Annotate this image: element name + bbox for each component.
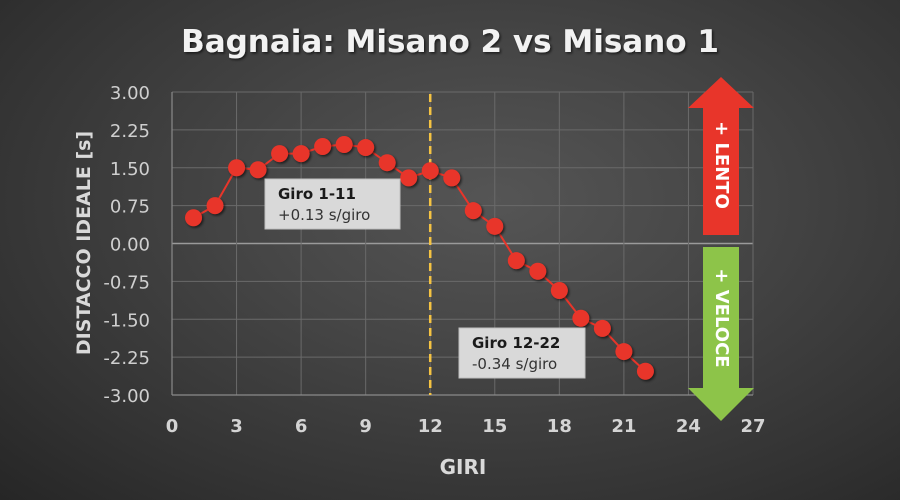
y-axis-ticks: 3.00 2.25 1.50 0.75 0.00 -0.75 -1.50 -2.25 -3.00 xyxy=(103,83,150,407)
data-point xyxy=(249,161,267,179)
data-point xyxy=(421,162,439,180)
arrow-down-label: + VELOCE xyxy=(711,268,732,367)
y-tick-label: 2.25 xyxy=(110,121,150,142)
y-tick-label: -0.75 xyxy=(103,272,150,293)
x-tick-label: 12 xyxy=(418,416,443,437)
y-tick-label: 3.00 xyxy=(110,83,150,104)
data-point xyxy=(529,262,547,280)
arrow-up-icon xyxy=(688,77,754,235)
data-point xyxy=(443,169,461,187)
y-tick-label: -3.00 xyxy=(103,386,150,407)
data-point xyxy=(507,252,525,270)
data-point xyxy=(593,319,611,337)
y-axis-label: DISTACCO IDEALE [s] xyxy=(73,131,95,355)
data-point xyxy=(378,154,396,172)
x-axis-label: GIRI xyxy=(440,455,487,479)
x-tick-label: 15 xyxy=(482,416,507,437)
data-point xyxy=(636,362,654,380)
data-point xyxy=(314,138,332,156)
data-point xyxy=(185,209,203,227)
x-tick-label: 24 xyxy=(676,416,701,437)
x-tick-label: 6 xyxy=(295,416,308,437)
annotations: Giro 1-11 +0.13 s/giro Giro 12-22 -0.34 s/g… xyxy=(264,178,586,379)
y-tick-label: -2.25 xyxy=(103,348,150,369)
series-line xyxy=(193,143,647,373)
data-point xyxy=(335,136,353,154)
data-point xyxy=(572,309,590,327)
annotation-box: Giro 12-22 -0.34 s/giro xyxy=(458,327,586,379)
arrow-down-icon xyxy=(688,247,754,421)
direction-arrows: + LENTO + VELOCE xyxy=(688,77,754,421)
y-tick-label: -1.50 xyxy=(103,310,150,331)
y-tick-label: 0.00 xyxy=(110,235,150,256)
data-point xyxy=(206,197,224,215)
data-point xyxy=(357,139,375,157)
x-tick-label: 18 xyxy=(547,416,572,437)
x-axis-ticks: 0 3 6 9 12 15 18 21 24 27 xyxy=(166,416,766,437)
x-tick-label: 9 xyxy=(359,416,372,437)
x-tick-label: 0 xyxy=(166,416,179,437)
data-point xyxy=(464,202,482,220)
data-point xyxy=(486,217,504,235)
x-tick-label: 3 xyxy=(230,416,243,437)
y-tick-label: 1.50 xyxy=(110,159,150,180)
x-tick-label: 27 xyxy=(740,416,765,437)
data-point xyxy=(550,281,568,299)
arrow-up-label: + LENTO xyxy=(711,121,732,209)
data-point xyxy=(271,145,289,163)
annotation-title: Giro 1-11 xyxy=(278,185,356,203)
annotation-box: Giro 1-11 +0.13 s/giro xyxy=(264,178,401,230)
data-point xyxy=(400,169,418,187)
annotation-text: +0.13 s/giro xyxy=(278,206,370,224)
annotation-text: -0.34 s/giro xyxy=(472,355,557,373)
data-point xyxy=(228,159,246,177)
chart-title: Bagnaia: Misano 2 vs Misano 1 xyxy=(181,24,719,60)
annotation-title: Giro 12-22 xyxy=(472,334,560,352)
y-tick-label: 0.75 xyxy=(110,197,150,218)
data-point xyxy=(292,145,310,163)
data-series xyxy=(185,136,654,380)
x-tick-label: 21 xyxy=(611,416,636,437)
data-point xyxy=(615,343,633,361)
